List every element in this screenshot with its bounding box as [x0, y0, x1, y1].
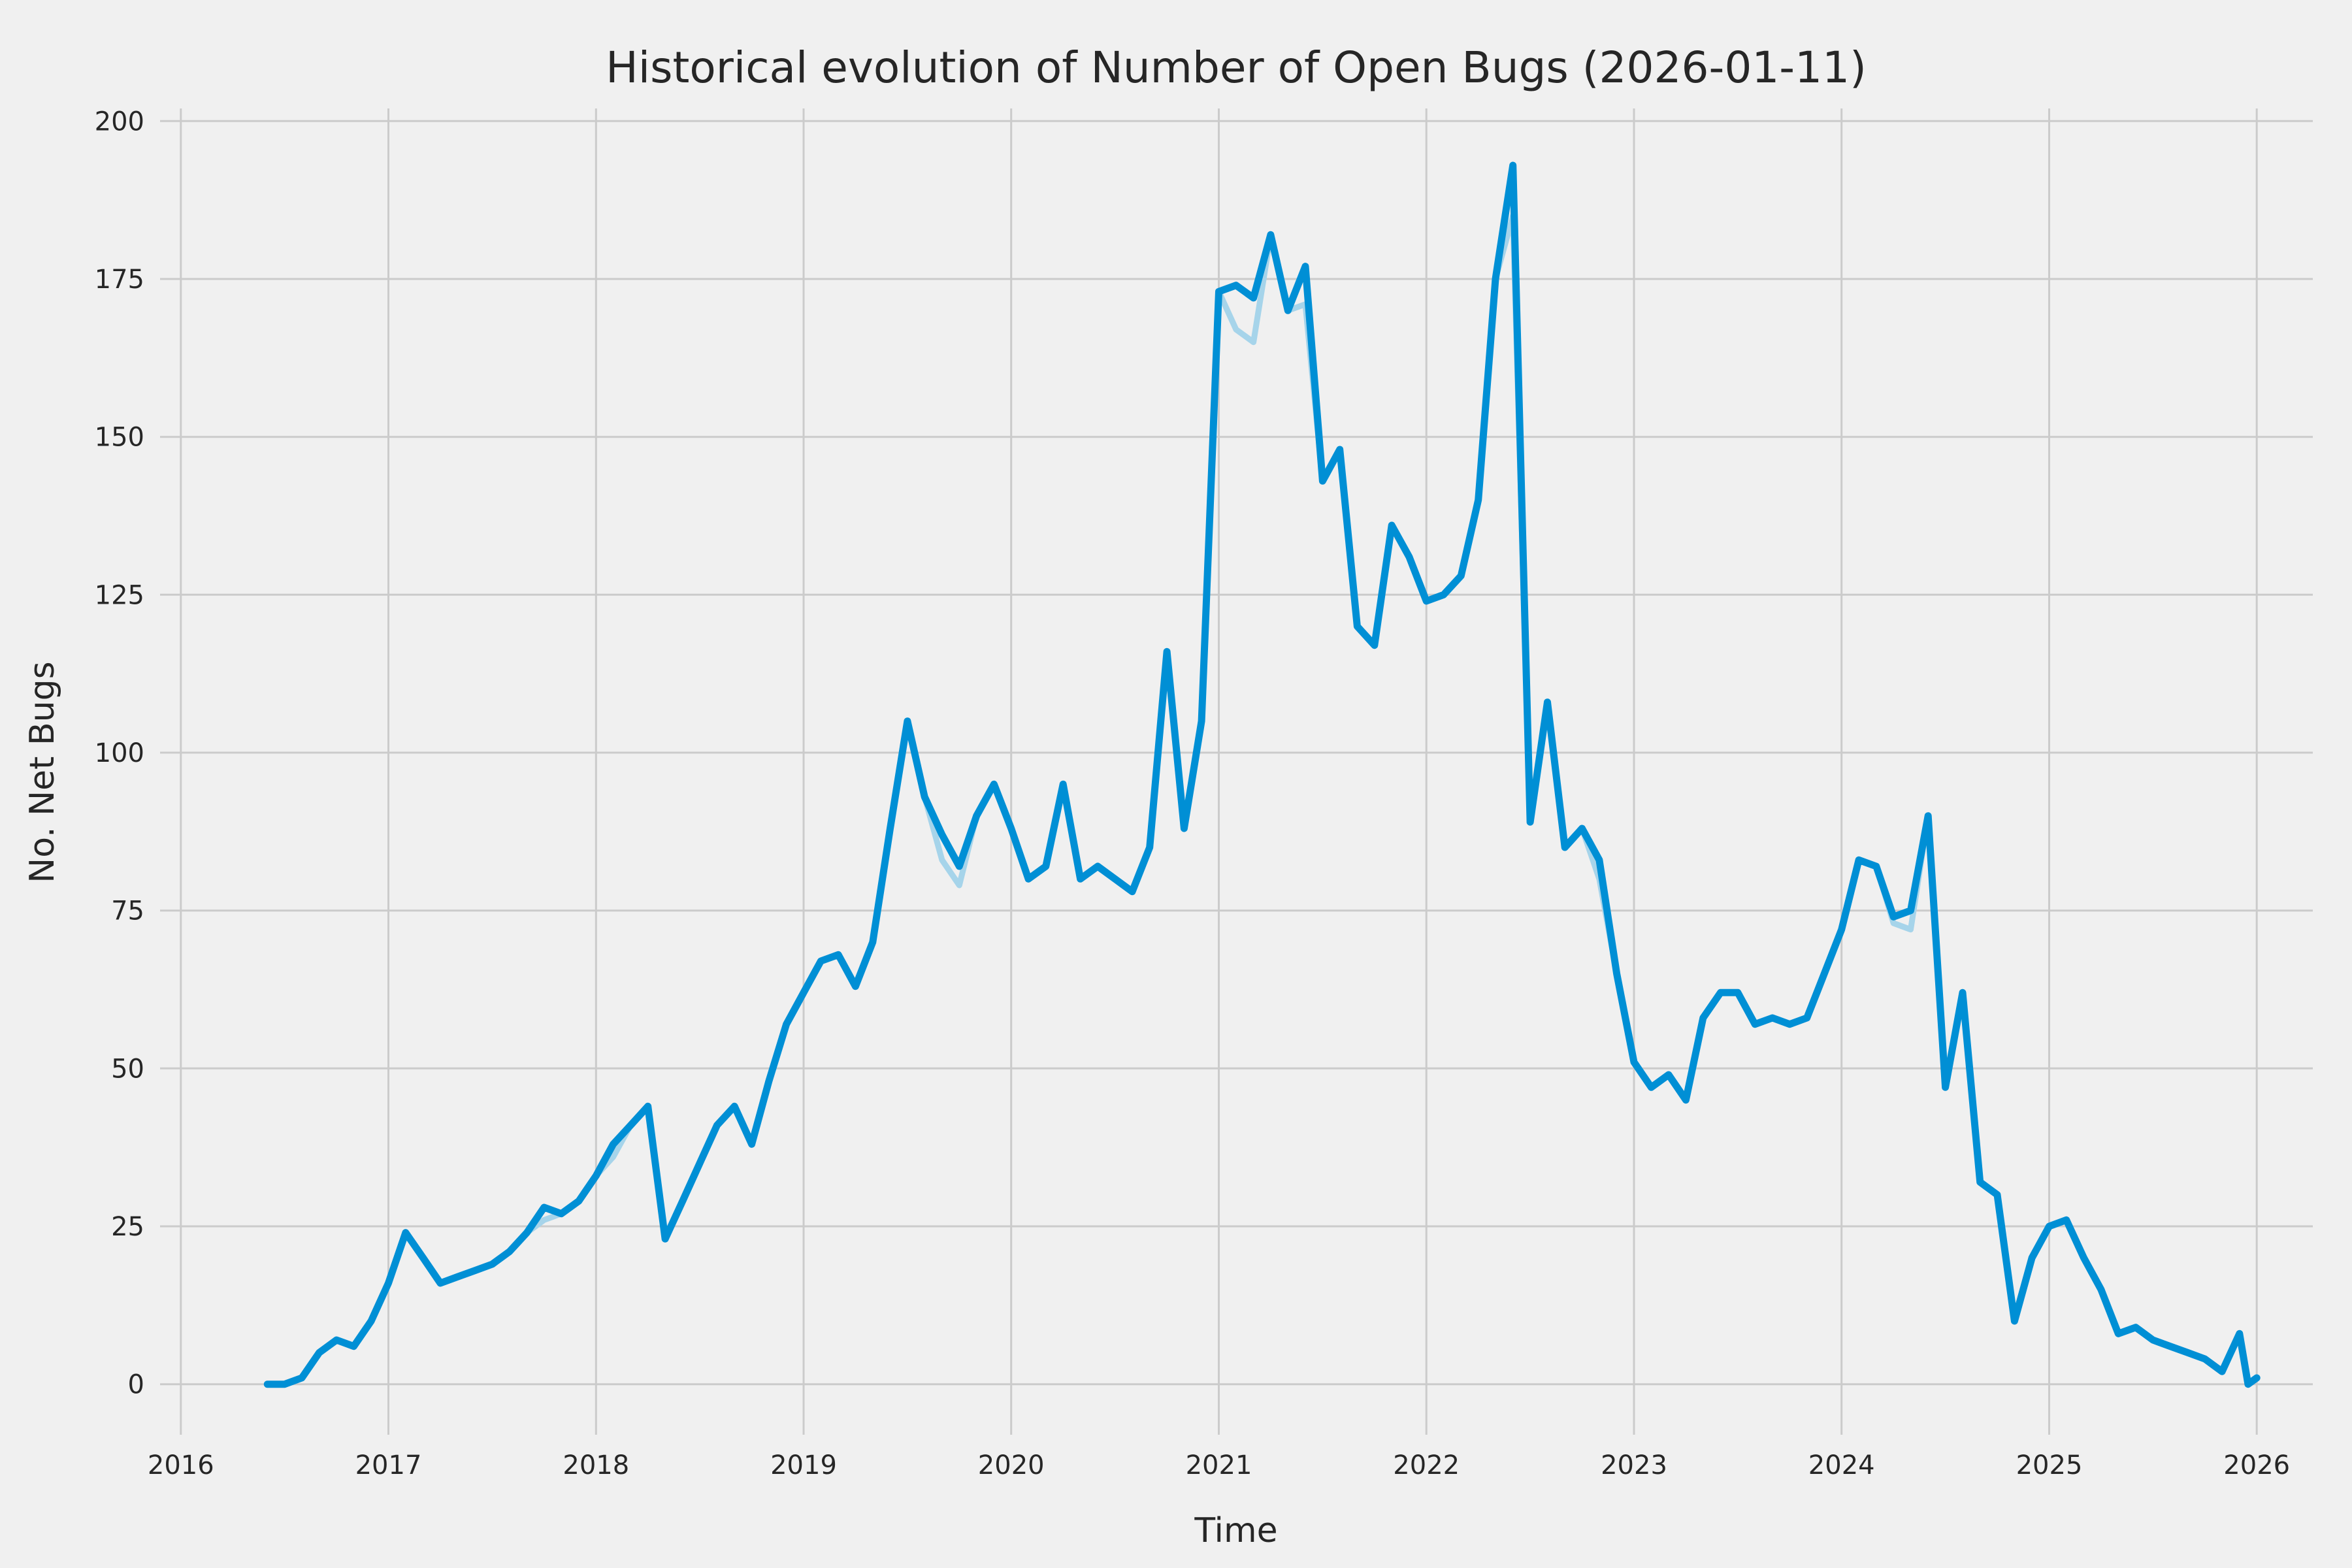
y-tick-label: 25: [111, 1212, 144, 1242]
x-tick-label: 2018: [563, 1450, 629, 1480]
x-tick-label: 2025: [2016, 1450, 2083, 1480]
y-tick-label: 0: [128, 1370, 144, 1400]
x-tick-label: 2017: [355, 1450, 422, 1480]
x-tick-label: 2023: [1601, 1450, 1667, 1480]
y-tick-label: 50: [111, 1054, 144, 1084]
x-tick-label: 2016: [148, 1450, 214, 1480]
x-tick-label: 2022: [1393, 1450, 1460, 1480]
x-tick-label: 2021: [1186, 1450, 1252, 1480]
y-axis-label: No. Net Bugs: [23, 661, 62, 883]
x-tick-label: 2024: [1808, 1450, 1875, 1480]
y-tick-label: 100: [95, 738, 144, 768]
y-tick-label: 200: [95, 106, 144, 137]
x-axis-label: Time: [1194, 1511, 1277, 1550]
y-tick-label: 75: [111, 896, 144, 926]
x-tick-label: 2020: [978, 1450, 1045, 1480]
series-lines: [263, 161, 2261, 1388]
x-tick-label: 2019: [770, 1450, 837, 1480]
y-axis-tick-labels: 0 25 50 75 100 125 150 175 200: [95, 106, 144, 1399]
series-line-open-bugs: [263, 161, 2261, 1388]
x-tick-label: 2026: [2223, 1450, 2290, 1480]
chart-title: Historical evolution of Number of Open B…: [606, 42, 1867, 93]
plot-area: [160, 108, 2313, 1435]
y-tick-label: 150: [95, 423, 144, 453]
x-axis-tick-labels: 2016 2017 2018 2019 2020 2021 2022 2023 2024 2025…: [148, 1450, 2290, 1480]
y-tick-label: 175: [95, 265, 144, 295]
y-tick-label: 125: [95, 580, 144, 610]
